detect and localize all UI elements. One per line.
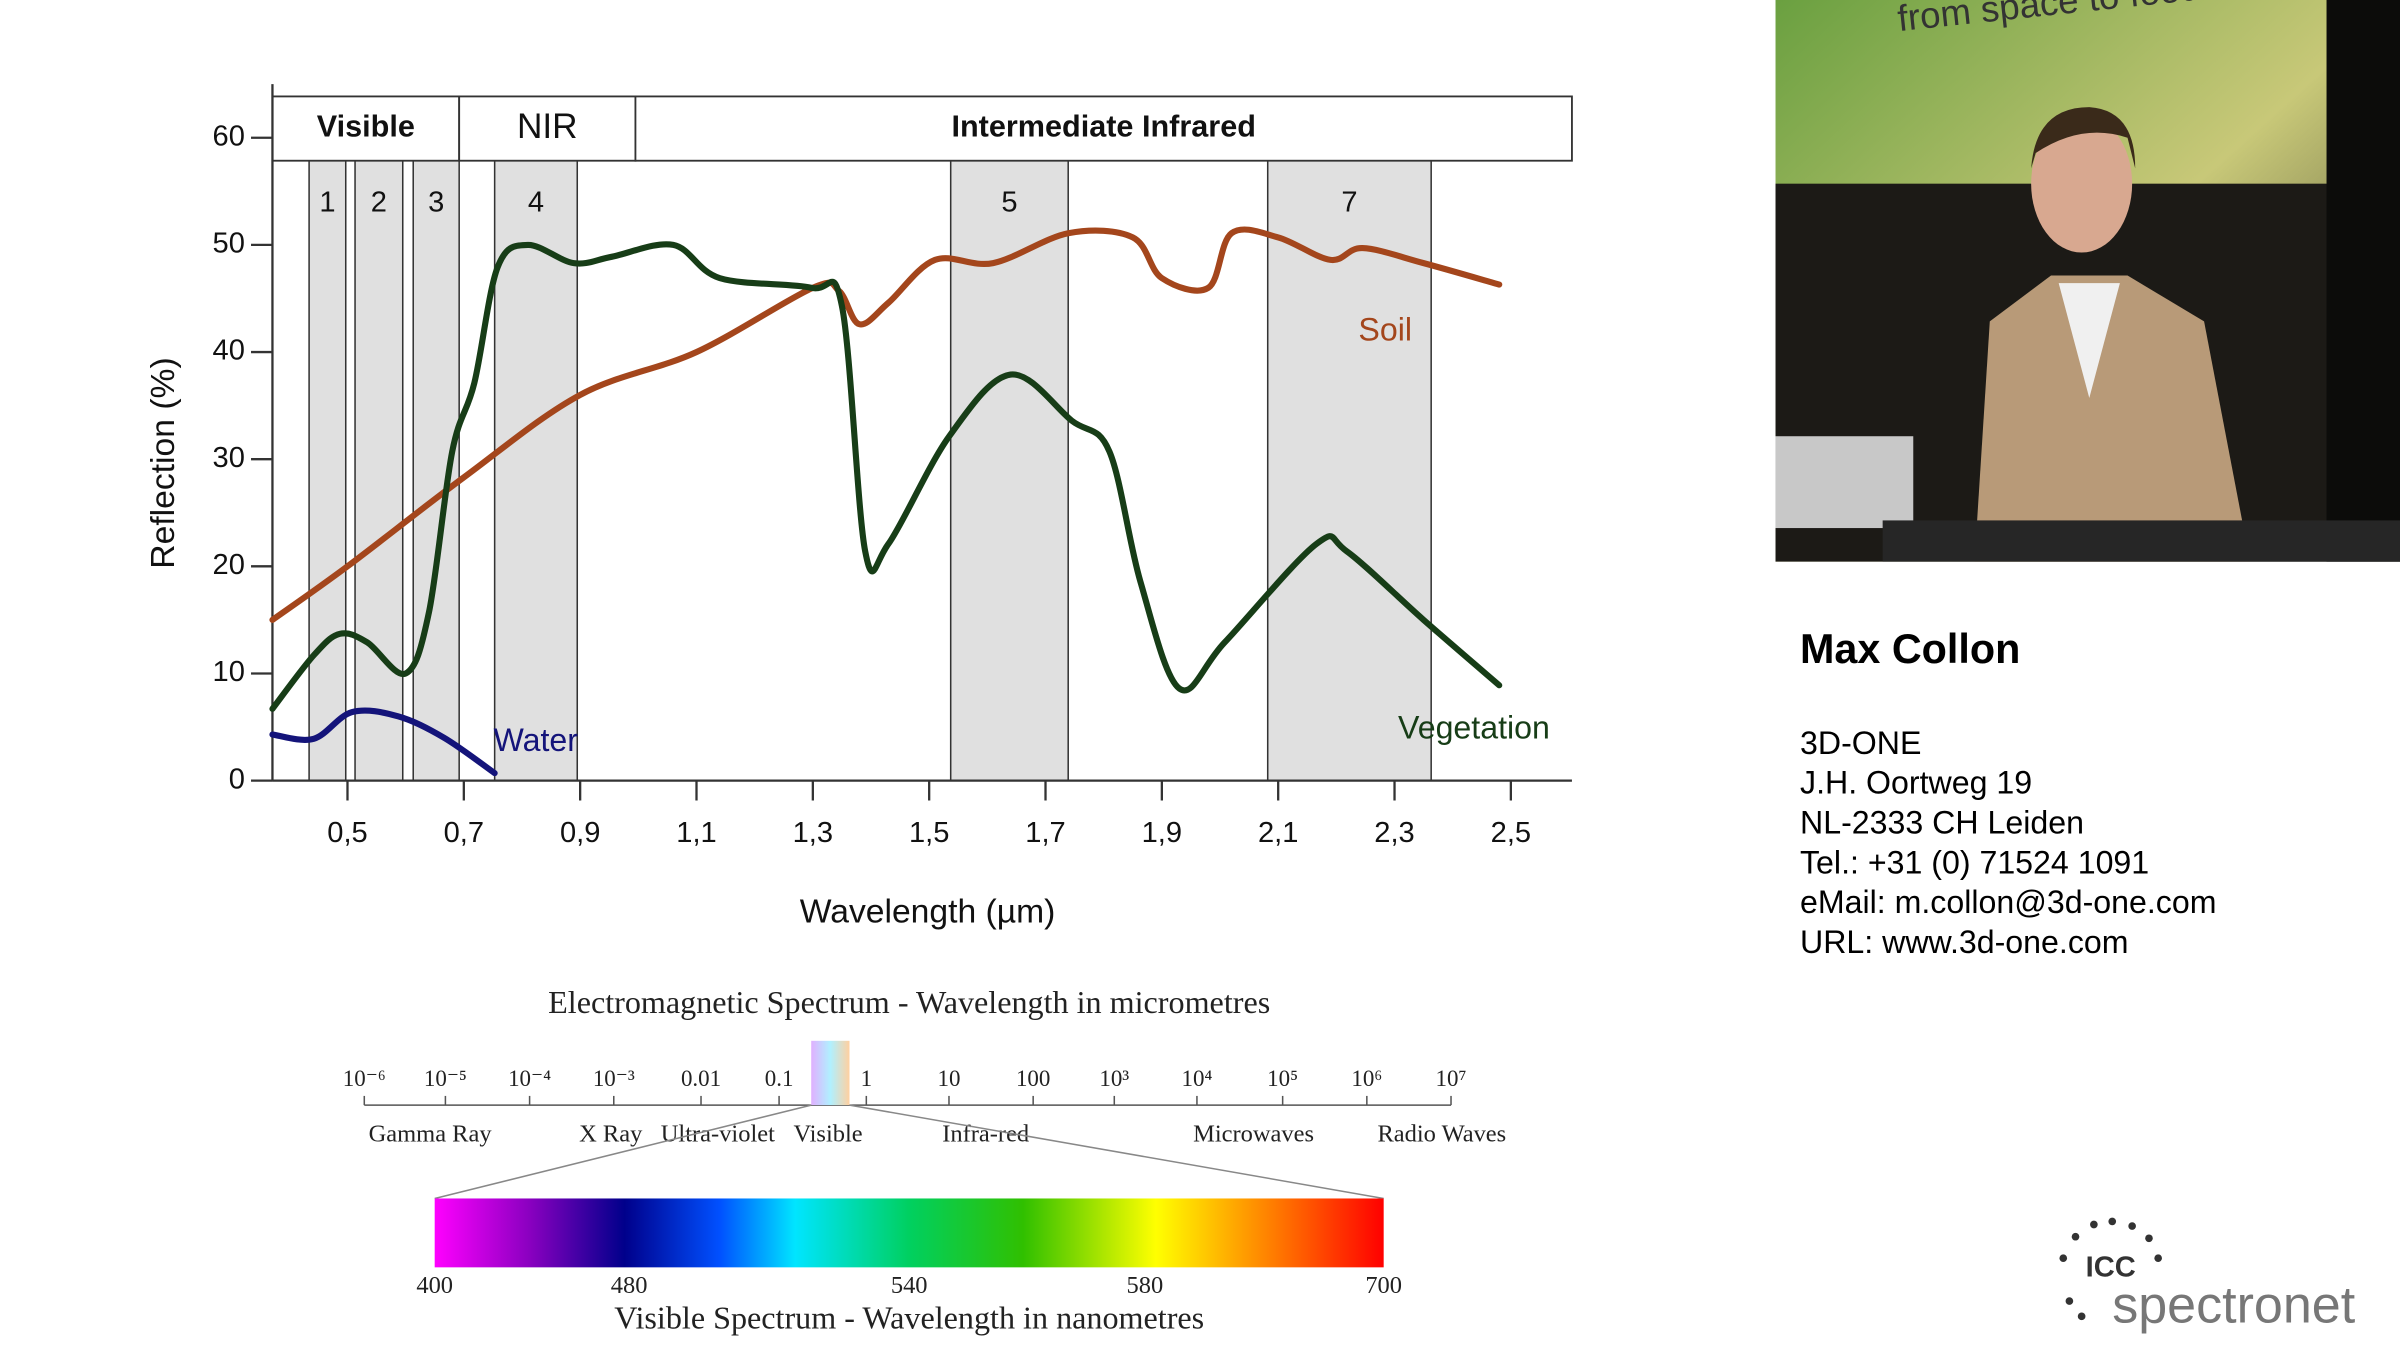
band xyxy=(949,159,1069,782)
x-tick-label: 1,9 xyxy=(1142,817,1182,849)
y-tick-label: 50 xyxy=(213,228,245,260)
spectrum-tick-label: 100 xyxy=(1016,1066,1050,1091)
series-line xyxy=(269,226,1503,623)
x-axis-title: Wavelength (µm) xyxy=(800,894,1056,931)
band xyxy=(412,159,460,782)
band xyxy=(308,159,347,782)
y-tick-label: 30 xyxy=(213,442,245,474)
spectrum-region: Microwaves xyxy=(1193,1120,1314,1147)
x-tick-label: 1,3 xyxy=(793,817,833,849)
zoom-line xyxy=(434,1104,812,1200)
y-tick-label: 60 xyxy=(213,120,245,152)
y-axis-title: Reflection (%) xyxy=(145,357,182,568)
series-line xyxy=(269,241,1503,712)
series-label: Vegetation xyxy=(1398,710,1550,746)
spectrum-tick-label: 10⁵ xyxy=(1267,1066,1298,1091)
spectrum-tick-label: 10⁻³ xyxy=(593,1066,635,1091)
spectrum-tick-label: 10⁻⁶ xyxy=(343,1066,386,1091)
nm-tick: 400 xyxy=(416,1272,453,1299)
speaker-line: J.H. Oortweg 19 xyxy=(1800,765,2032,801)
y-tick-label: 10 xyxy=(213,656,245,688)
spectrum-region: Ultra-violet xyxy=(661,1120,775,1147)
speaker-line: Tel.: +31 (0) 71524 1091 xyxy=(1800,844,2149,880)
spectrum-tick-label: 10 xyxy=(938,1066,961,1091)
visible-window xyxy=(811,1040,850,1106)
zoom-line xyxy=(849,1104,1384,1200)
speaker-video: from space to food xyxy=(1775,0,2400,562)
spectrum-title: Electromagnetic Spectrum - Wavelength in… xyxy=(548,984,1270,1020)
nm-tick: 540 xyxy=(891,1272,928,1299)
band-label: 4 xyxy=(528,186,544,218)
visible-gradient xyxy=(434,1198,1384,1268)
region-label: Intermediate Infrared xyxy=(951,110,1255,144)
speaker-line: 3D-ONE xyxy=(1800,725,1921,761)
x-tick-label: 0,5 xyxy=(327,817,367,849)
spectrum-region: Visible xyxy=(793,1120,862,1147)
spectrum-region: X Ray xyxy=(579,1120,643,1147)
band xyxy=(354,159,404,782)
band-label: 2 xyxy=(371,186,387,218)
x-tick-label: 0,9 xyxy=(560,817,600,849)
x-tick-label: 2,3 xyxy=(1374,817,1414,849)
band-label: 1 xyxy=(319,186,335,218)
visible-caption: Visible Spectrum - Wavelength in nanomet… xyxy=(614,1299,1204,1335)
series-label: Water xyxy=(493,722,578,758)
region-box xyxy=(271,95,461,162)
speaker-name: Max Collon xyxy=(1800,626,2020,672)
band-label: 5 xyxy=(1001,186,1017,218)
band xyxy=(1266,159,1432,782)
speaker-line: URL: www.3d-one.com xyxy=(1800,924,2129,960)
series-line xyxy=(269,707,498,777)
spectrum-tick-label: 1 xyxy=(861,1066,872,1091)
nm-tick: 480 xyxy=(611,1272,648,1299)
spectrum-tick-label: 0.01 xyxy=(681,1066,721,1091)
spectrum-tick-label: 10³ xyxy=(1099,1066,1129,1091)
speaker-line: eMail: m.collon@3d-one.com xyxy=(1800,884,2217,920)
spectrum-tick-label: 10⁶ xyxy=(1351,1066,1382,1091)
x-tick-label: 0,7 xyxy=(444,817,484,849)
series-label: Soil xyxy=(1358,312,1412,348)
y-tick-label: 40 xyxy=(213,335,245,367)
band xyxy=(493,159,579,782)
logo-name: spectronet xyxy=(2112,1276,2356,1334)
reflectance-chart: 1 2 3 4 5 7 Visible NIR Intermediate Infrared 0 10… xyxy=(145,84,1573,931)
nm-tick: 580 xyxy=(1127,1272,1164,1299)
logo: ICC spectronet xyxy=(2059,1217,2356,1334)
x-tick-label: 2,5 xyxy=(1491,817,1531,849)
spectrum-region: Gamma Ray xyxy=(369,1120,493,1147)
region-label: Visible xyxy=(317,110,415,144)
spectrum-tick-label: 10⁷ xyxy=(1436,1066,1467,1091)
spectrum-tick-label: 10⁴ xyxy=(1181,1066,1212,1091)
x-tick-label: 1,5 xyxy=(909,817,949,849)
y-tick-label: 20 xyxy=(213,549,245,581)
spectrum-region: Radio Waves xyxy=(1377,1120,1506,1147)
spectrum-tick-label: 10⁻⁴ xyxy=(508,1066,551,1091)
region-label: NIR xyxy=(517,107,578,146)
x-tick-label: 1,7 xyxy=(1025,817,1065,849)
x-tick-label: 2,1 xyxy=(1258,817,1298,849)
spectrum-tick-label: 0.1 xyxy=(765,1066,794,1091)
nm-tick: 700 xyxy=(1365,1272,1402,1299)
region-box xyxy=(634,95,1573,162)
logo-mark: ICC xyxy=(2086,1252,2136,1284)
x-tick-label: 1,1 xyxy=(676,817,716,849)
y-tick-label: 0 xyxy=(229,763,245,795)
spectrum-tick-label: 10⁻⁵ xyxy=(424,1066,467,1091)
em-spectrum: Electromagnetic Spectrum - Wavelength in… xyxy=(343,984,1506,1335)
band-label: 7 xyxy=(1341,186,1357,218)
speaker-line: NL-2333 CH Leiden xyxy=(1800,804,2084,840)
band-label: 3 xyxy=(428,186,444,218)
